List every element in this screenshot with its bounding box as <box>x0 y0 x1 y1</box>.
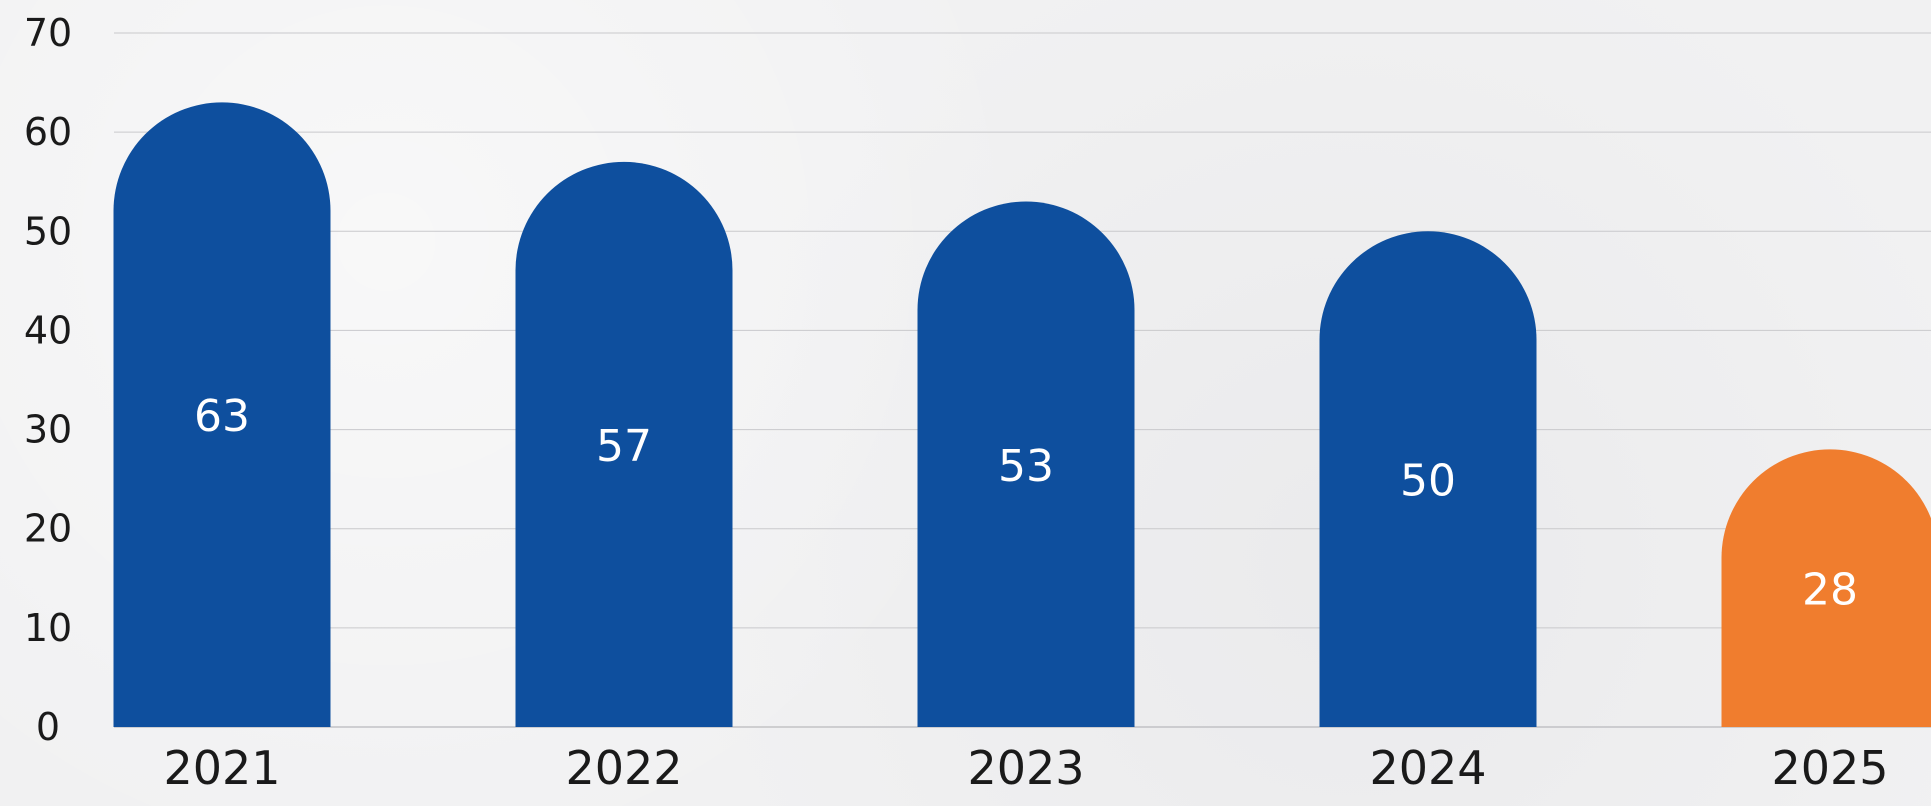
x-tick-label: 2023 <box>967 741 1084 795</box>
y-tick-label: 30 <box>24 408 72 452</box>
y-tick-label: 20 <box>24 507 72 551</box>
y-tick-label: 50 <box>24 209 72 253</box>
y-tick-label: 70 <box>24 11 72 55</box>
data-label: 63 <box>194 391 250 442</box>
y-axis-ticks: 0 10 20 30 40 50 60 70 <box>24 11 72 749</box>
x-axis-ticks: 2021 2022 2023 2024 2025 <box>163 741 1888 795</box>
y-tick-label: 60 <box>24 110 72 154</box>
bar-2022 <box>515 161 733 727</box>
bar-2021 <box>113 102 331 727</box>
y-tick-label: 0 <box>36 705 60 749</box>
y-tick-label: 40 <box>24 308 72 352</box>
data-label: 57 <box>596 421 652 472</box>
data-label: 28 <box>1802 565 1858 616</box>
x-tick-label: 2024 <box>1369 741 1486 795</box>
x-tick-label: 2025 <box>1771 741 1888 795</box>
bar-2024 <box>1319 231 1537 727</box>
x-tick-label: 2022 <box>565 741 682 795</box>
data-label: 53 <box>998 441 1054 492</box>
x-tick-label: 2021 <box>163 741 280 795</box>
y-tick-label: 10 <box>24 606 72 650</box>
bar-2025 <box>1721 449 1931 727</box>
data-labels: 63 57 53 50 28 <box>194 391 1858 616</box>
bars <box>113 102 1931 727</box>
data-label: 50 <box>1400 456 1456 507</box>
bar-2023 <box>917 201 1135 727</box>
